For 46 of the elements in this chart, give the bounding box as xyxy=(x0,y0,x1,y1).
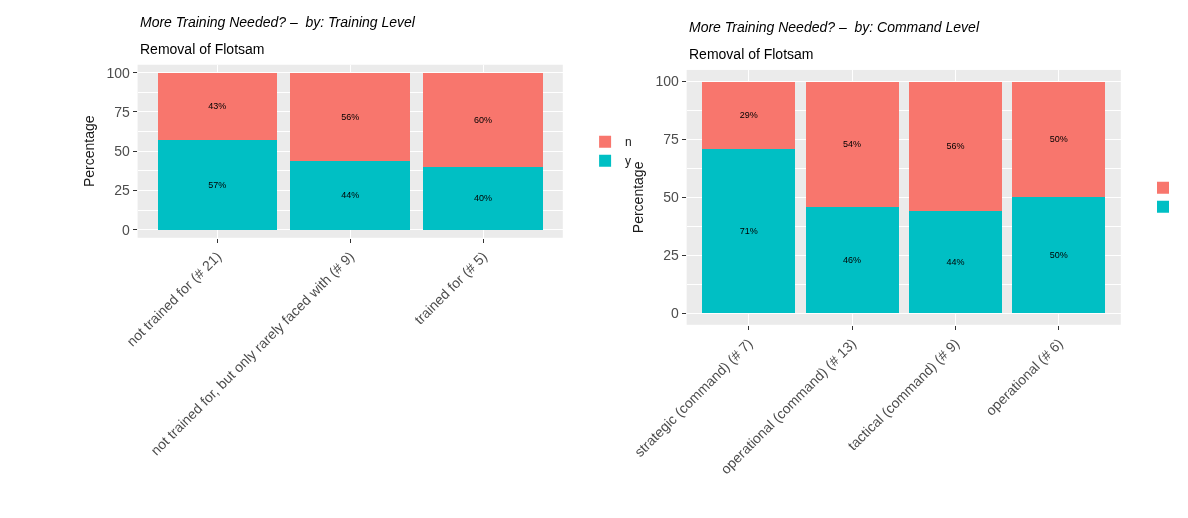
data-label: 44% xyxy=(946,257,965,268)
bar xyxy=(423,72,543,167)
data-label: 56% xyxy=(341,111,360,122)
data-label: 50% xyxy=(1049,250,1068,261)
data-label: 57% xyxy=(208,180,227,191)
data-label: 43% xyxy=(208,101,227,112)
chart-title: More Training Needed? – by: Training Level xyxy=(140,14,416,30)
y-tick-label: 100 xyxy=(106,64,130,81)
data-label: 54% xyxy=(843,139,862,150)
bar xyxy=(908,81,1002,212)
y-tick-label: 75 xyxy=(663,131,680,148)
y-tick-label: 25 xyxy=(663,247,680,264)
legend-label: y xyxy=(625,154,632,169)
bar xyxy=(805,206,899,314)
data-label: 40% xyxy=(474,193,493,204)
y-tick-label: 25 xyxy=(114,182,130,199)
chart-title: More Training Needed? – by: Command Level xyxy=(689,19,980,35)
y-axis-title: Percentage xyxy=(81,115,98,188)
bar xyxy=(423,166,543,230)
y-tick-label: 50 xyxy=(663,189,680,206)
data-label: 60% xyxy=(474,114,493,125)
data-label: 46% xyxy=(843,254,862,265)
bar xyxy=(1012,197,1106,314)
y-axis-title: Percentage xyxy=(630,161,647,234)
bar xyxy=(290,72,410,161)
chart-subtitle: Removal of Flotsam xyxy=(689,46,814,62)
y-tick-label: 75 xyxy=(114,103,130,120)
bar xyxy=(290,160,410,230)
bar xyxy=(157,72,278,141)
bar xyxy=(702,148,796,314)
y-tick-label: 100 xyxy=(655,73,680,90)
bar xyxy=(1012,81,1106,198)
data-label: 44% xyxy=(341,190,360,201)
bar xyxy=(805,81,899,207)
legend-label: n xyxy=(625,135,632,150)
data-label: 56% xyxy=(946,141,965,152)
data-label: 50% xyxy=(1049,134,1068,145)
y-tick-label: 0 xyxy=(671,305,680,322)
bar xyxy=(702,81,796,149)
chart-subtitle: Removal of Flotsam xyxy=(140,41,265,57)
y-tick-label: 50 xyxy=(114,143,130,160)
data-label: 71% xyxy=(739,225,758,236)
bar xyxy=(157,140,278,230)
data-label: 29% xyxy=(739,110,758,121)
y-tick-label: 0 xyxy=(121,221,130,238)
bar xyxy=(908,211,1002,314)
